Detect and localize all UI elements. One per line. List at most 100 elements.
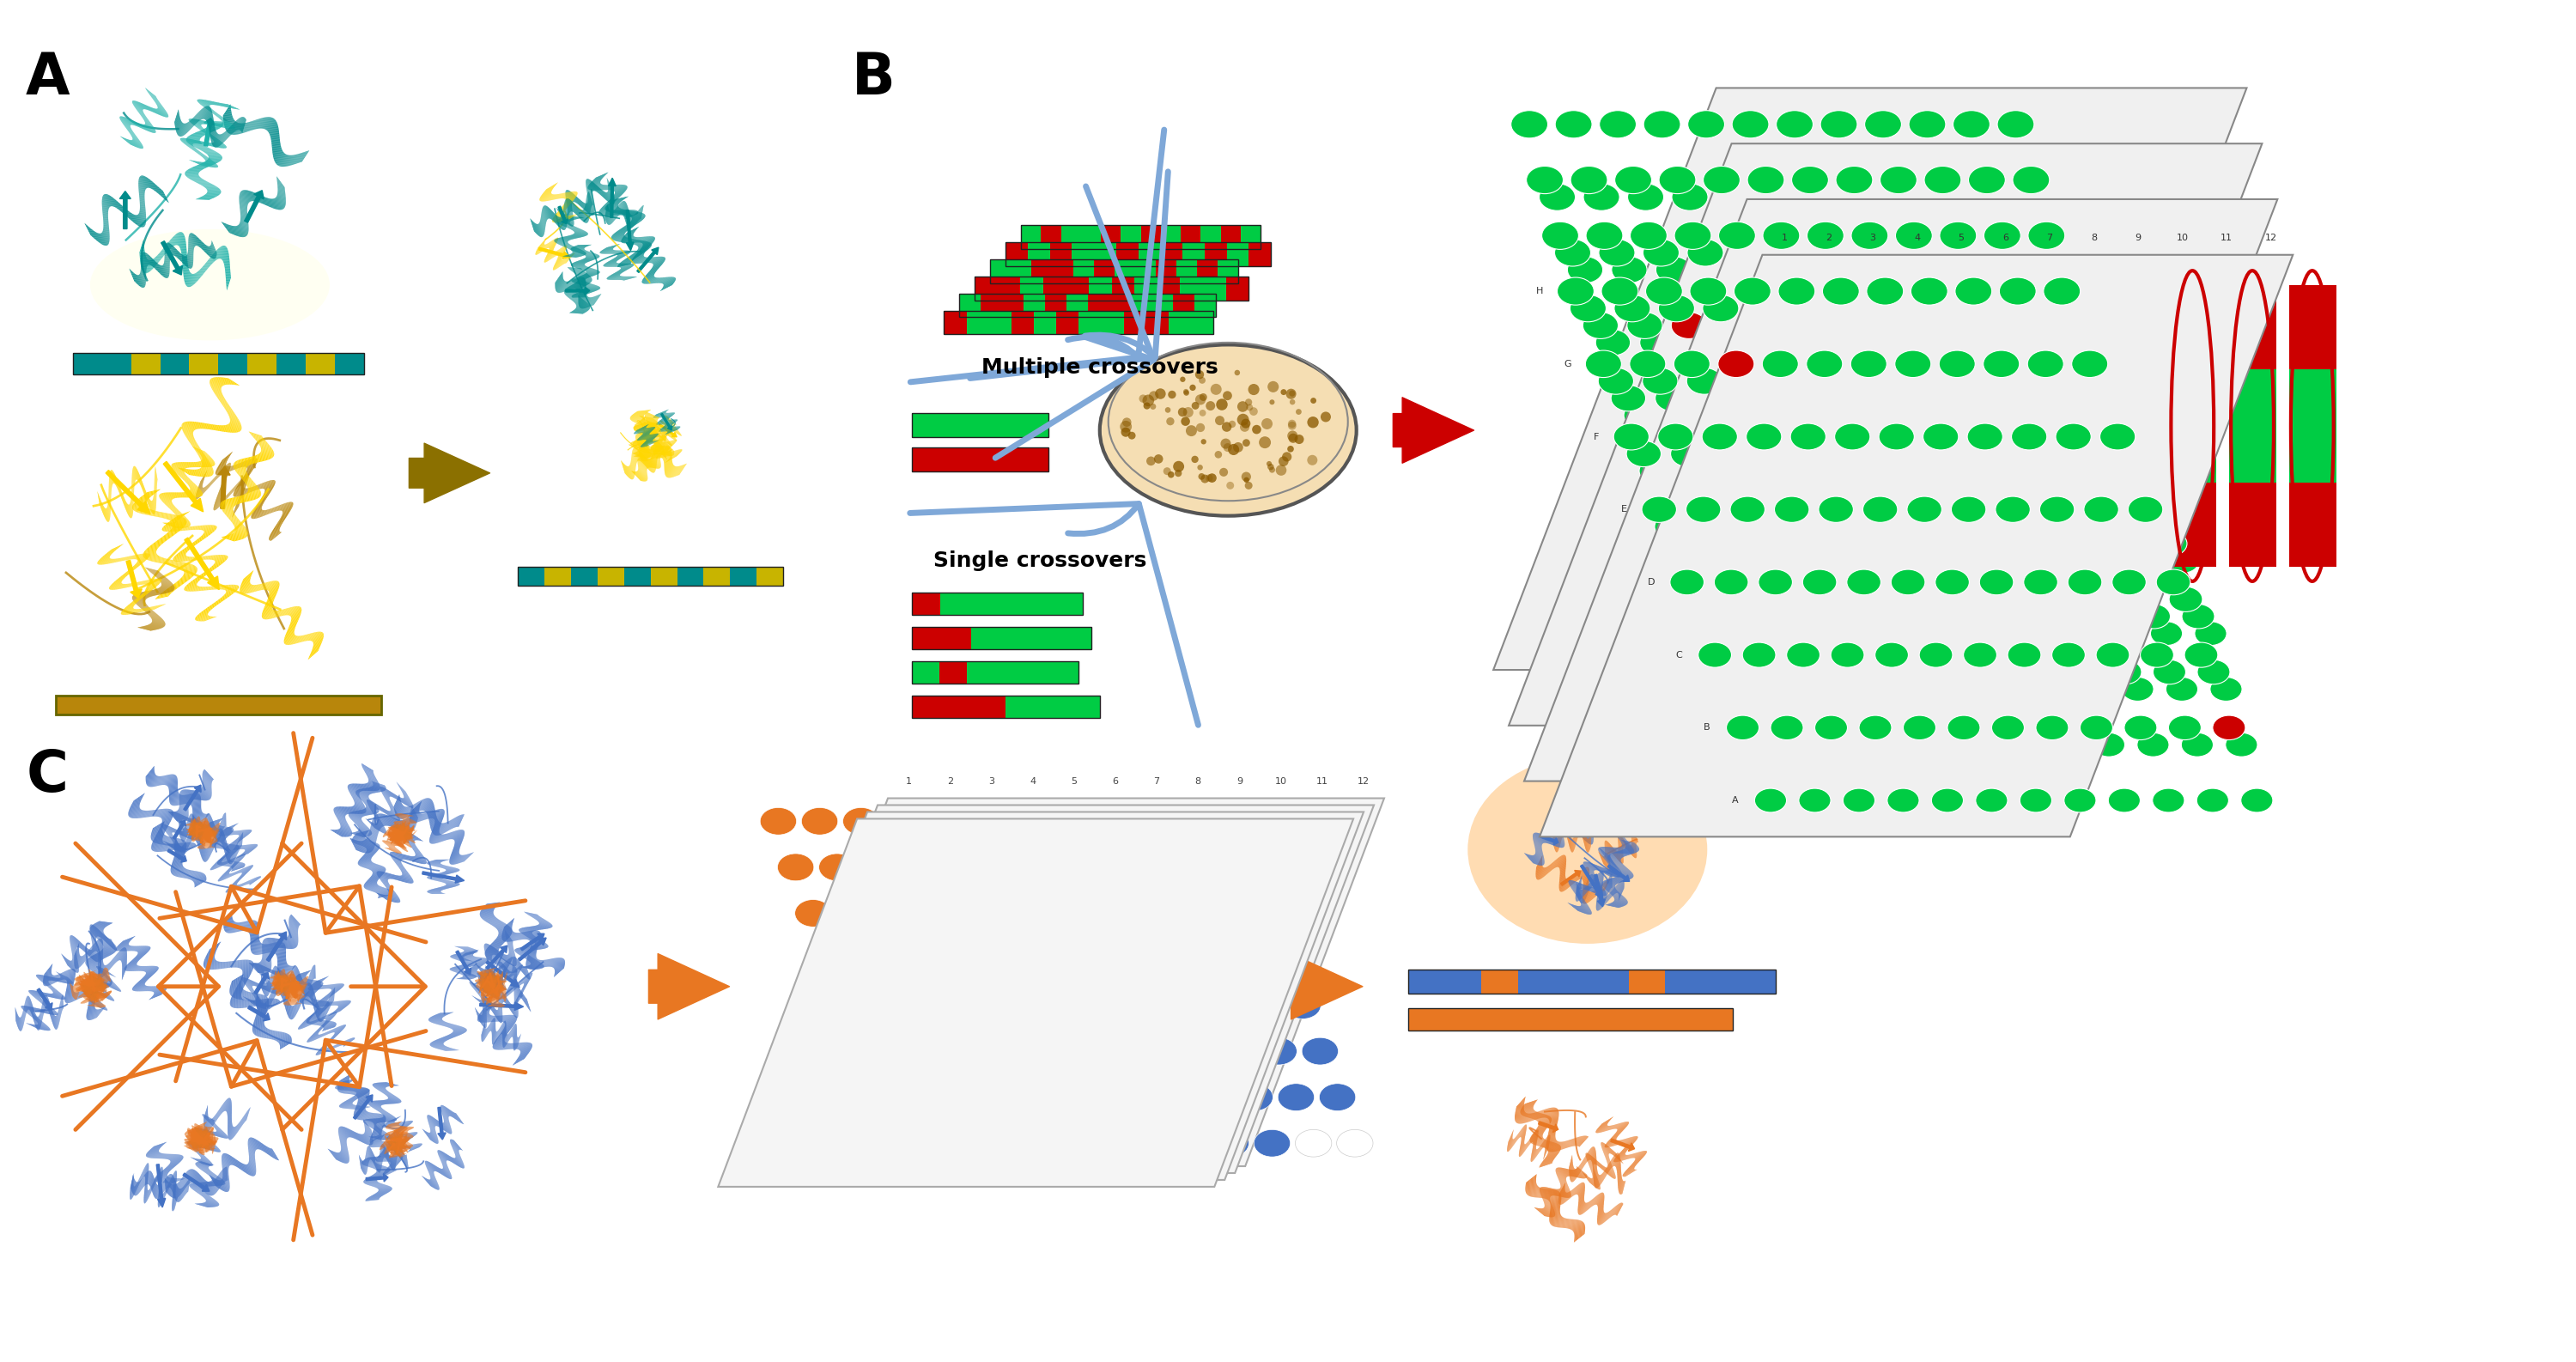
Polygon shape (1623, 838, 1628, 850)
Polygon shape (36, 1024, 49, 1031)
Polygon shape (224, 844, 237, 850)
Polygon shape (641, 437, 654, 440)
Polygon shape (206, 1133, 216, 1144)
Ellipse shape (1976, 531, 2009, 556)
Polygon shape (237, 225, 247, 237)
Polygon shape (227, 1154, 237, 1166)
Polygon shape (191, 1141, 204, 1148)
Polygon shape (376, 1130, 389, 1135)
Polygon shape (353, 832, 366, 836)
Polygon shape (399, 824, 404, 836)
Polygon shape (211, 840, 224, 844)
Polygon shape (389, 1133, 402, 1136)
Polygon shape (1569, 1160, 1574, 1175)
Polygon shape (487, 982, 500, 983)
Polygon shape (211, 1175, 219, 1188)
Polygon shape (188, 834, 201, 835)
Polygon shape (425, 799, 433, 813)
Circle shape (1146, 456, 1157, 466)
Polygon shape (165, 842, 178, 851)
Polygon shape (399, 824, 407, 835)
Polygon shape (374, 816, 381, 829)
Polygon shape (456, 814, 464, 827)
Polygon shape (1605, 1143, 1613, 1155)
Polygon shape (1533, 1129, 1538, 1143)
Polygon shape (152, 986, 167, 992)
Polygon shape (175, 844, 185, 851)
Polygon shape (361, 764, 374, 772)
Polygon shape (129, 809, 142, 817)
Polygon shape (340, 1148, 350, 1160)
Polygon shape (294, 982, 299, 996)
Polygon shape (562, 211, 569, 225)
Polygon shape (273, 974, 278, 987)
Polygon shape (1597, 891, 1602, 904)
Polygon shape (157, 592, 173, 597)
Polygon shape (1520, 1135, 1525, 1148)
Polygon shape (428, 1162, 438, 1171)
Polygon shape (170, 862, 183, 870)
Polygon shape (291, 978, 299, 989)
Polygon shape (1605, 1156, 1613, 1169)
Polygon shape (366, 799, 376, 810)
Ellipse shape (1906, 330, 1940, 355)
Polygon shape (1507, 1137, 1512, 1151)
Polygon shape (204, 957, 214, 966)
Polygon shape (464, 970, 477, 974)
Ellipse shape (2125, 587, 2159, 612)
Polygon shape (368, 799, 379, 809)
Polygon shape (394, 1139, 402, 1151)
Polygon shape (162, 840, 175, 850)
Polygon shape (538, 923, 554, 926)
Polygon shape (157, 1190, 162, 1205)
Polygon shape (489, 944, 502, 947)
Polygon shape (402, 824, 410, 835)
Bar (1023, 293, 1046, 317)
Polygon shape (1607, 870, 1620, 877)
Polygon shape (670, 426, 680, 436)
Polygon shape (201, 460, 214, 466)
Polygon shape (631, 257, 644, 263)
Polygon shape (180, 831, 191, 839)
Polygon shape (260, 998, 273, 1007)
Polygon shape (350, 785, 363, 791)
Polygon shape (162, 264, 170, 278)
Polygon shape (118, 945, 131, 951)
Polygon shape (165, 838, 178, 846)
Polygon shape (191, 824, 201, 832)
Polygon shape (98, 970, 111, 978)
Polygon shape (98, 993, 108, 1002)
Polygon shape (134, 607, 149, 614)
Polygon shape (394, 825, 399, 839)
Polygon shape (629, 214, 631, 227)
Polygon shape (1569, 881, 1579, 891)
Polygon shape (629, 466, 634, 479)
Polygon shape (278, 989, 291, 990)
Polygon shape (484, 985, 500, 987)
Polygon shape (191, 1136, 201, 1143)
Polygon shape (193, 1133, 206, 1139)
Polygon shape (219, 245, 224, 259)
Polygon shape (397, 821, 410, 824)
Polygon shape (278, 977, 283, 989)
Polygon shape (1540, 1189, 1551, 1199)
Polygon shape (64, 968, 72, 979)
Polygon shape (407, 1144, 420, 1148)
Polygon shape (242, 962, 252, 970)
Polygon shape (510, 974, 518, 986)
Polygon shape (392, 1140, 404, 1145)
Polygon shape (198, 1193, 214, 1199)
Polygon shape (541, 193, 551, 202)
Ellipse shape (1950, 330, 1984, 355)
Ellipse shape (1703, 294, 1739, 321)
Polygon shape (384, 1166, 397, 1173)
Polygon shape (670, 425, 680, 434)
Polygon shape (224, 872, 237, 880)
Polygon shape (654, 447, 665, 455)
Polygon shape (70, 960, 77, 972)
Polygon shape (1546, 1151, 1561, 1156)
Polygon shape (193, 812, 204, 823)
Polygon shape (1618, 881, 1623, 893)
Polygon shape (487, 978, 500, 983)
Polygon shape (88, 1000, 100, 1008)
